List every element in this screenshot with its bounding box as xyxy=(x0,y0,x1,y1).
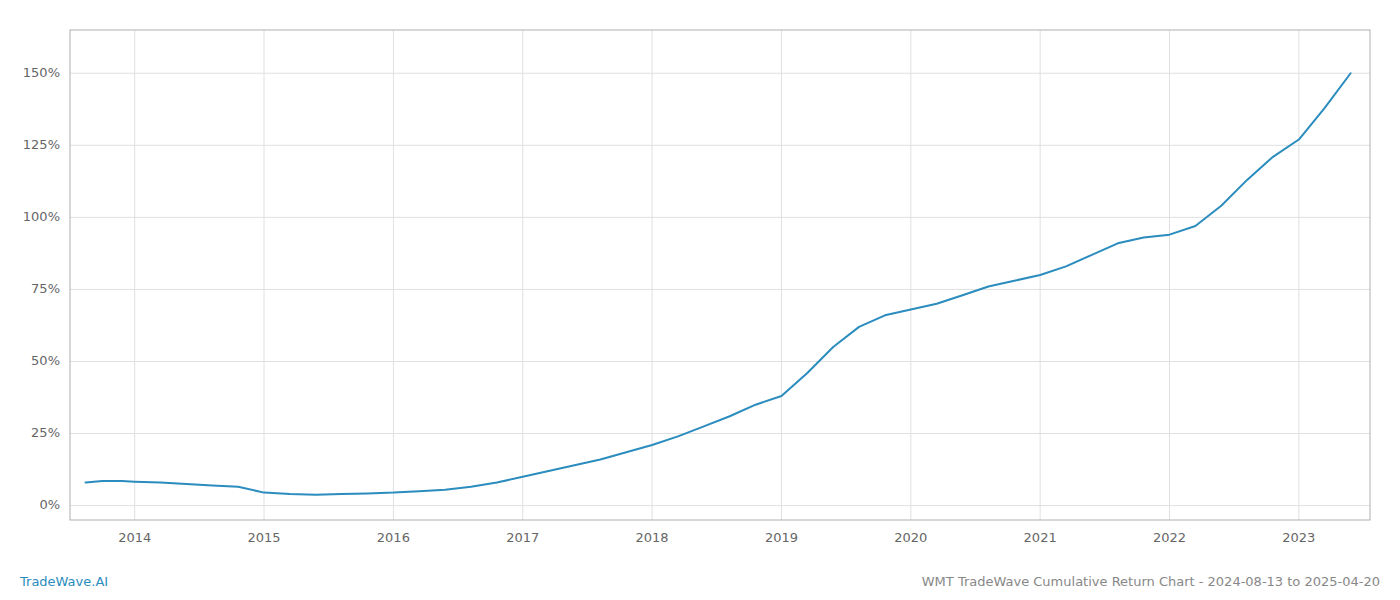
grid xyxy=(70,30,1370,520)
y-tick-label: 0% xyxy=(39,497,60,512)
chart: 0% 25% 50% 75% 100% 125% 150% 2014 2015 2016 2017 2… xyxy=(0,0,1400,600)
x-tick-label: 2016 xyxy=(377,530,410,545)
x-tick-label: 2023 xyxy=(1282,530,1315,545)
x-grid-line xyxy=(522,30,523,520)
y-grid-line xyxy=(70,73,1370,74)
y-tick-label: 100% xyxy=(23,209,60,224)
x-grid-line xyxy=(393,30,394,520)
y-tick-label: 75% xyxy=(31,281,60,296)
plot-frame xyxy=(70,30,1370,520)
x-tick-label: 2014 xyxy=(118,530,151,545)
y-grid-line xyxy=(70,361,1370,362)
x-tick-label: 2015 xyxy=(247,530,280,545)
y-grid-line xyxy=(70,217,1370,218)
x-grid-line xyxy=(264,30,265,520)
y-grid-line xyxy=(70,289,1370,290)
line xyxy=(86,73,1351,494)
x-grid-line xyxy=(781,30,782,520)
x-tick-label: 2022 xyxy=(1153,530,1186,545)
y-tick-label: 125% xyxy=(23,137,60,152)
x-tick-label: 2017 xyxy=(506,530,539,545)
footer-text: TradeWave.AI xyxy=(19,574,108,589)
y-tick-label: 50% xyxy=(31,353,60,368)
x-tick-label: 2020 xyxy=(894,530,927,545)
x-tick-label: 2019 xyxy=(765,530,798,545)
x-grid-line xyxy=(652,30,653,520)
x-grid-line xyxy=(910,30,911,520)
data-area xyxy=(86,73,1351,494)
y-grid-line xyxy=(70,505,1370,506)
y-tick-label: 150% xyxy=(23,65,60,80)
x-grid-line xyxy=(134,30,135,520)
ticks: 0% 25% 50% 75% 100% 125% 150% 2014 2015 2016 2017 2… xyxy=(23,65,1316,545)
y-tick-label: 25% xyxy=(31,425,60,440)
x-tick-label: 2021 xyxy=(1024,530,1057,545)
y-grid-line xyxy=(70,433,1370,434)
x-grid-line xyxy=(1169,30,1170,520)
y-grid-line xyxy=(70,145,1370,146)
x-grid-line xyxy=(1298,30,1299,520)
footer-text: WMT TradeWave Cumulative Return Chart - … xyxy=(922,574,1380,589)
x-tick-label: 2018 xyxy=(636,530,669,545)
